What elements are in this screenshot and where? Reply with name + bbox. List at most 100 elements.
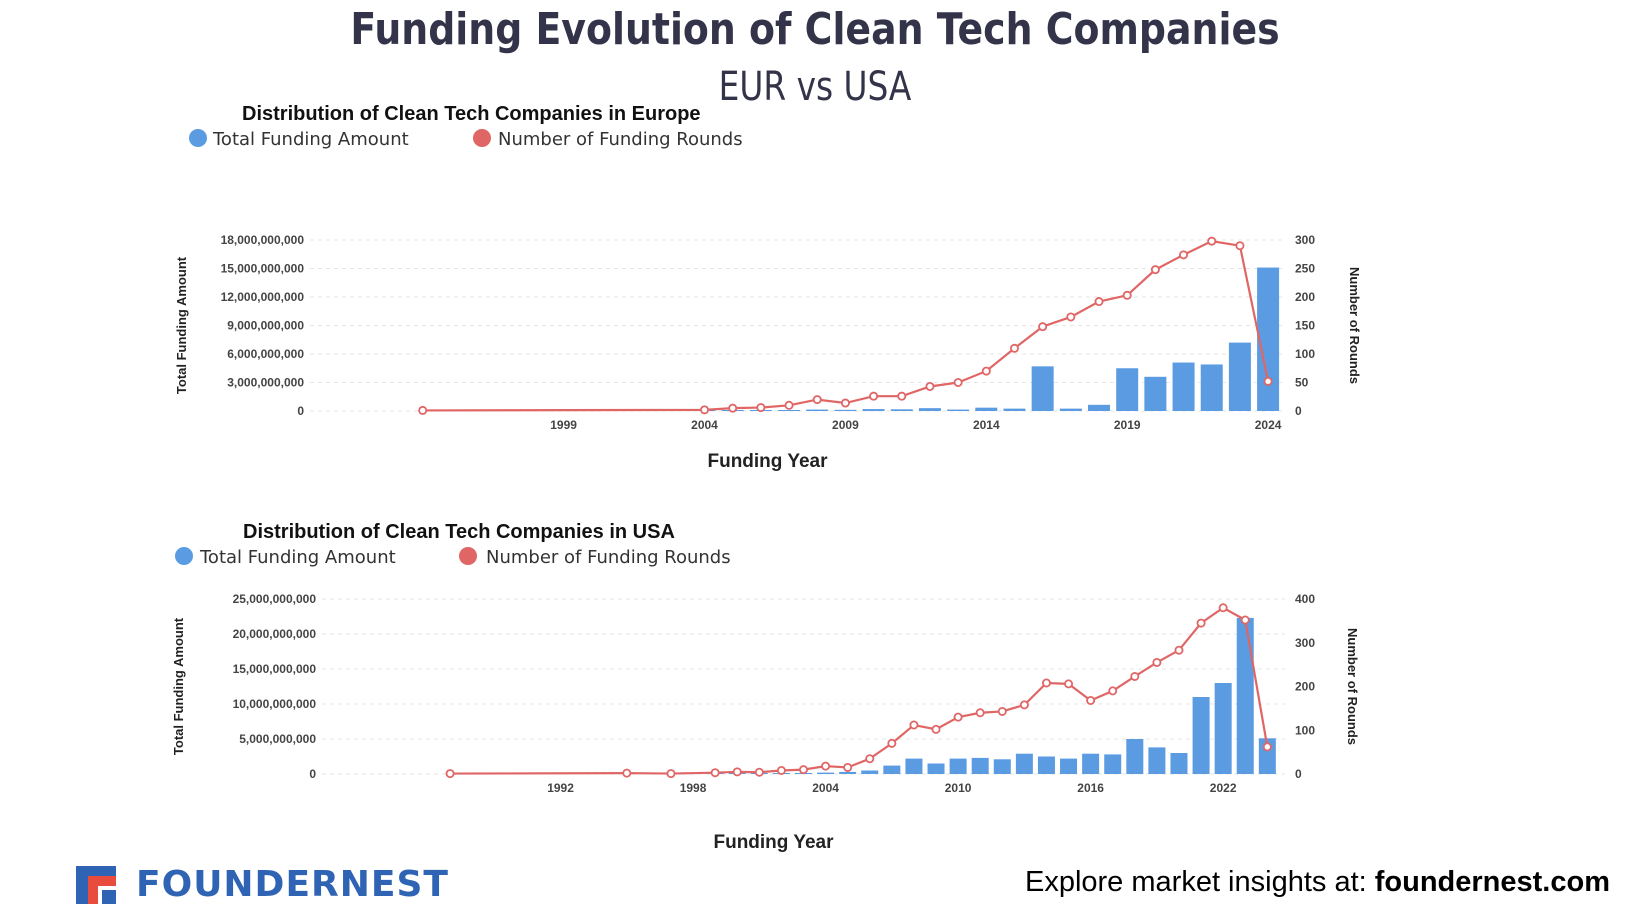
rounds-point (1086, 696, 1096, 706)
rounds-point (1218, 603, 1228, 613)
y-right-tick-label: 150 (1295, 319, 1315, 333)
rounds-point (1108, 686, 1118, 696)
y-right-tick-label: 400 (1295, 592, 1315, 606)
funding-bar (1200, 364, 1223, 411)
rounds-point (710, 768, 720, 778)
y-left-tick-label: 10,000,000,000 (233, 697, 317, 711)
funding-bar (1082, 753, 1100, 774)
funding-bar (993, 759, 1011, 774)
rounds-point (1041, 678, 1051, 688)
x-tick-label: 2004 (691, 418, 718, 432)
y-left-axis-label: Total Funding Amount (171, 617, 186, 755)
rounds-point (700, 405, 710, 415)
funding-bar (918, 408, 941, 411)
funding-bar (947, 409, 970, 411)
rounds-point (1207, 236, 1217, 246)
y-right-tick-label: 0 (1295, 404, 1302, 418)
rounds-point (754, 767, 764, 777)
rounds-point (975, 708, 985, 718)
x-tick-label: 2014 (973, 418, 1000, 432)
rounds-point (784, 400, 794, 410)
x-tick-label: 1999 (550, 418, 577, 432)
y-left-tick-label: 25,000,000,000 (233, 592, 317, 606)
rounds-point (1150, 265, 1160, 275)
foundernest-logo-icon (74, 862, 118, 906)
rounds-point (776, 766, 786, 776)
rounds-point (925, 381, 935, 391)
rounds-point (1240, 615, 1250, 625)
x-tick-label: 2004 (812, 781, 839, 795)
chart-title: Distribution of Clean Tech Companies in … (243, 521, 675, 543)
funding-bar (1192, 697, 1210, 774)
funding-bar (1144, 376, 1167, 411)
y-right-tick-label: 250 (1295, 262, 1315, 276)
x-tick-label: 2009 (832, 418, 859, 432)
y-left-tick-label: 5,000,000,000 (239, 732, 316, 746)
rounds-line (450, 606, 1269, 775)
legend-rounds-marker (473, 129, 491, 147)
rounds-point (1179, 250, 1189, 260)
y-right-tick-label: 100 (1295, 347, 1315, 361)
y-right-tick-label: 300 (1295, 636, 1315, 650)
y-right-tick-label: 200 (1295, 290, 1315, 304)
funding-bar (1088, 404, 1111, 411)
legend-funding-marker (175, 547, 193, 565)
funding-bar (1104, 754, 1122, 774)
funding-bar (1236, 617, 1254, 774)
rounds-point (732, 767, 742, 777)
funding-bar (1257, 267, 1280, 411)
rounds-point (1262, 742, 1272, 752)
funding-bar (817, 772, 835, 774)
y-right-tick-label: 50 (1295, 376, 1309, 390)
funding-bar (862, 409, 885, 411)
rounds-point (1122, 290, 1132, 300)
rounds-point (756, 403, 766, 413)
funding-bar (1116, 368, 1139, 411)
funding-bar (834, 409, 857, 411)
rounds-point (1038, 322, 1048, 332)
y-left-tick-label: 9,000,000,000 (227, 319, 304, 333)
funding-bar (1003, 408, 1026, 411)
rounds-point (909, 720, 919, 730)
y-right-tick-label: 200 (1295, 680, 1315, 694)
rounds-point (1066, 312, 1076, 322)
rounds-point (1094, 297, 1104, 307)
funding-bar (1214, 683, 1232, 774)
rounds-point (931, 724, 941, 734)
rounds-point (418, 405, 428, 415)
rounds-point (821, 761, 831, 771)
rounds-point (981, 366, 991, 376)
rounds-point (728, 403, 738, 413)
funding-bar (1170, 753, 1188, 774)
x-axis-label: Funding Year (707, 451, 828, 472)
legend-funding-label: Total Funding Amount (212, 129, 409, 150)
rounds-point (887, 738, 897, 748)
y-left-tick-label: 20,000,000,000 (233, 627, 317, 641)
y-right-tick-label: 0 (1295, 767, 1302, 781)
rounds-point (1064, 679, 1074, 689)
y-left-tick-label: 6,000,000,000 (227, 347, 304, 361)
y-left-tick-label: 18,000,000,000 (221, 233, 305, 247)
funding-bar (1031, 366, 1054, 411)
funding-bar (778, 410, 801, 411)
legend-funding-marker (189, 129, 207, 147)
footer-cta-link[interactable]: foundernest.com (1374, 866, 1610, 898)
funding-bar (1059, 408, 1082, 411)
legend-rounds-marker (459, 547, 477, 565)
y-left-tick-label: 0 (297, 404, 304, 418)
y-right-axis-label: Number of Rounds (1347, 267, 1362, 384)
funding-bar (1015, 753, 1033, 774)
funding-bar (971, 757, 989, 774)
rounds-point (1019, 700, 1029, 710)
rounds-point (1196, 618, 1206, 628)
rounds-point (997, 706, 1007, 716)
x-tick-label: 2016 (1077, 781, 1104, 795)
rounds-line (422, 239, 1270, 412)
funding-bar (1148, 747, 1166, 774)
rounds-point (843, 762, 853, 772)
x-tick-label: 1992 (547, 781, 574, 795)
y-left-tick-label: 3,000,000,000 (227, 376, 304, 390)
legend-rounds-label: Number of Funding Rounds (486, 547, 731, 568)
y-right-tick-label: 100 (1295, 723, 1315, 737)
funding-bar (1037, 756, 1055, 774)
